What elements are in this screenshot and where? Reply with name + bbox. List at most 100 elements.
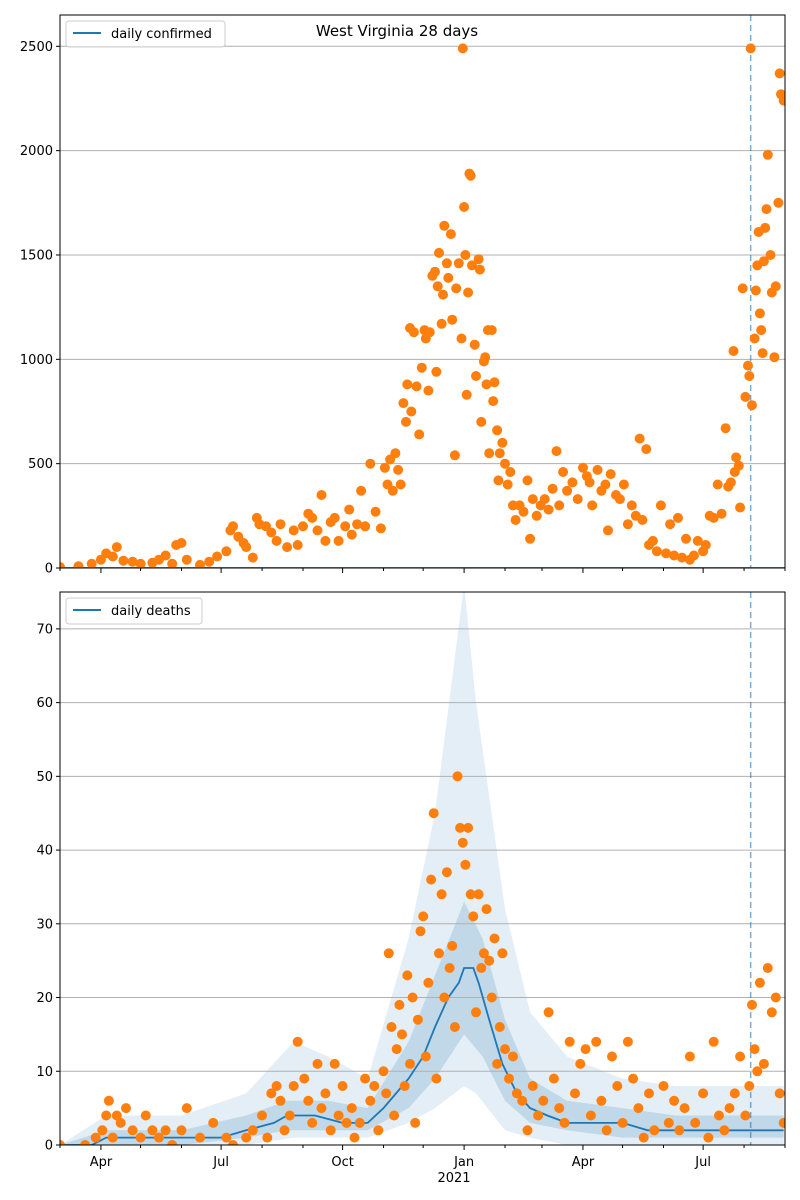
observed-point-confirmed bbox=[333, 535, 344, 546]
observed-point-confirmed bbox=[758, 256, 769, 267]
observed-point-confirmed bbox=[340, 521, 351, 532]
observed-point-confirmed bbox=[558, 467, 569, 477]
observed-point-confirmed bbox=[728, 346, 739, 356]
observed-point-confirmed bbox=[312, 525, 323, 536]
y-tick-label: 500 bbox=[28, 457, 53, 472]
confirmed-legend: daily confirmed bbox=[65, 20, 226, 48]
observed-point-deaths bbox=[690, 1117, 701, 1128]
observed-point-confirmed bbox=[352, 519, 363, 530]
observed-point-confirmed bbox=[527, 494, 538, 505]
observed-point-confirmed bbox=[747, 400, 757, 411]
observed-point-deaths bbox=[484, 955, 495, 966]
observed-point-confirmed bbox=[467, 260, 477, 271]
observed-point-deaths bbox=[548, 1073, 559, 1084]
deaths-bands bbox=[60, 592, 784, 1145]
observed-point-deaths bbox=[412, 1014, 423, 1025]
observed-point-confirmed bbox=[390, 448, 401, 459]
observed-point-confirmed bbox=[769, 352, 780, 363]
observed-point-deaths bbox=[394, 999, 405, 1010]
observed-point-deaths bbox=[439, 992, 450, 1003]
observed-point-confirmed bbox=[774, 68, 785, 79]
observed-point-deaths bbox=[307, 1117, 318, 1128]
observed-point-deaths bbox=[735, 1051, 746, 1062]
observed-point-confirmed bbox=[480, 352, 491, 363]
observed-point-confirmed bbox=[445, 229, 456, 240]
legend-box bbox=[65, 597, 203, 625]
observed-point-deaths bbox=[383, 948, 394, 959]
observed-point-deaths bbox=[591, 1036, 602, 1047]
observed-point-confirmed bbox=[408, 327, 419, 338]
outer-uncertainty-band bbox=[60, 592, 784, 1145]
observed-point-deaths bbox=[115, 1117, 126, 1128]
observed-point-deaths bbox=[60, 1140, 65, 1145]
observed-point-deaths bbox=[460, 859, 471, 870]
observed-point-deaths bbox=[378, 1066, 389, 1077]
observed-point-confirmed bbox=[344, 504, 355, 515]
observed-point-confirmed bbox=[60, 562, 65, 568]
deaths-legend: daily deaths bbox=[65, 597, 203, 625]
observed-point-deaths bbox=[543, 1007, 554, 1018]
observed-point-confirmed bbox=[160, 550, 171, 561]
figure-title: West Virginia 28 days bbox=[316, 22, 478, 40]
observed-point-deaths bbox=[489, 933, 500, 944]
observed-point-confirmed bbox=[316, 490, 327, 500]
observed-point-deaths bbox=[492, 1058, 503, 1069]
y-tick-label: 10 bbox=[36, 1065, 53, 1080]
y-tick-label: 70 bbox=[36, 622, 53, 637]
observed-point-deaths bbox=[601, 1125, 612, 1136]
observed-point-confirmed bbox=[402, 379, 413, 390]
observed-point-confirmed bbox=[614, 494, 625, 505]
observed-point-deaths bbox=[103, 1095, 114, 1106]
confirmed-y-axis: 0 500 1000 1500 2000 2500 bbox=[20, 40, 60, 577]
observed-point-confirmed bbox=[375, 523, 386, 534]
observed-point-deaths bbox=[373, 1125, 384, 1136]
observed-point-confirmed bbox=[228, 521, 238, 532]
observed-point-confirmed bbox=[489, 377, 500, 388]
observed-point-confirmed bbox=[441, 258, 452, 269]
observed-point-confirmed bbox=[212, 551, 223, 562]
y-tick-label: 0 bbox=[45, 562, 53, 577]
observed-point-deaths bbox=[444, 963, 455, 973]
observed-point-confirmed bbox=[430, 266, 440, 277]
observed-point-deaths bbox=[575, 1058, 586, 1069]
observed-point-confirmed bbox=[460, 250, 471, 260]
observed-point-deaths bbox=[431, 1073, 442, 1084]
observed-point-confirmed bbox=[406, 406, 417, 417]
observed-point-deaths bbox=[612, 1081, 623, 1091]
y-tick-label: 50 bbox=[36, 770, 53, 785]
observed-point-deaths bbox=[674, 1125, 685, 1136]
observed-point-confirmed bbox=[647, 535, 658, 546]
confirmed-panel: 0 500 1000 1500 2000 2500 daily confirmed bbox=[20, 14, 786, 577]
observed-point-confirmed bbox=[453, 258, 464, 269]
observed-point-confirmed bbox=[451, 283, 462, 294]
observed-point-confirmed bbox=[525, 533, 536, 544]
observed-point-confirmed bbox=[551, 446, 562, 457]
observed-point-confirmed bbox=[749, 333, 760, 344]
deaths-series bbox=[60, 592, 785, 1145]
observed-point-deaths bbox=[346, 1103, 357, 1114]
observed-point-deaths bbox=[649, 1125, 660, 1136]
observed-point-deaths bbox=[486, 992, 497, 1003]
observed-point-deaths bbox=[135, 1132, 146, 1143]
observed-point-deaths bbox=[275, 1095, 286, 1106]
observed-point-deaths bbox=[679, 1103, 690, 1114]
observed-point-deaths bbox=[708, 1036, 719, 1047]
y-tick-label: 20 bbox=[36, 991, 53, 1006]
observed-point-deaths bbox=[644, 1088, 654, 1099]
observed-point-deaths bbox=[554, 1103, 565, 1114]
observed-point-confirmed bbox=[547, 483, 558, 494]
observed-point-deaths bbox=[316, 1103, 327, 1114]
observed-point-deaths bbox=[684, 1051, 695, 1062]
observed-point-deaths bbox=[381, 1088, 392, 1099]
observed-point-deaths bbox=[121, 1103, 131, 1114]
observed-point-confirmed bbox=[505, 467, 516, 477]
observed-point-confirmed bbox=[493, 475, 504, 486]
observed-point-confirmed bbox=[510, 515, 521, 525]
observed-point-confirmed bbox=[456, 333, 467, 344]
observed-point-deaths bbox=[724, 1103, 735, 1114]
observed-point-confirmed bbox=[365, 458, 376, 469]
legend-label-deaths: daily deaths bbox=[111, 604, 191, 619]
observed-point-deaths bbox=[107, 1132, 118, 1143]
observed-point-deaths bbox=[628, 1073, 639, 1084]
observed-point-confirmed bbox=[393, 464, 404, 475]
